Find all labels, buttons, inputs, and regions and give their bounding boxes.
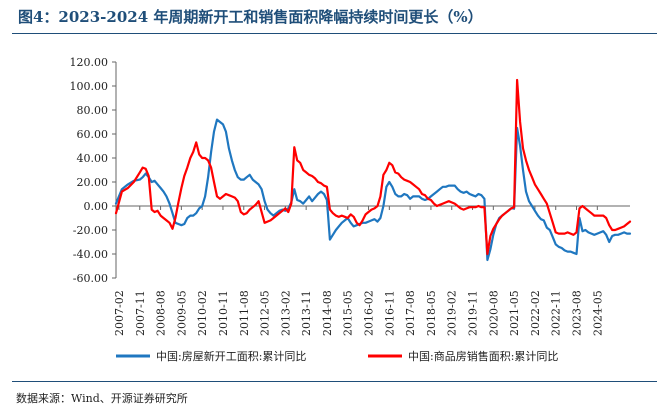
chart-title: 图4：2023-2024 年周期新开工和销售面积降幅持续时间更长（%） bbox=[18, 8, 483, 26]
y-tick-label: -20.00 bbox=[73, 224, 108, 237]
x-tick-label: 2016-11 bbox=[383, 290, 396, 336]
y-axis: 120.00 100.00 80.00 60.00 40.00 20.00 0.00 -20.… bbox=[70, 56, 117, 285]
y-tick-label: -60.00 bbox=[73, 272, 108, 285]
y-tick-label: 100.00 bbox=[70, 80, 109, 93]
x-tick-label: 2013-11 bbox=[300, 290, 313, 336]
y-tick-label: 120.00 bbox=[70, 56, 109, 69]
legend: 中国:房屋新开工面积:累计同比 中国:商品房销售面积:累计同比 bbox=[116, 349, 558, 363]
x-tick-label: 2007-11 bbox=[134, 290, 147, 336]
source-note: 数据来源：Wind、开源证券研究所 bbox=[16, 392, 188, 405]
x-tick-label: 2021-05 bbox=[508, 290, 521, 336]
x-tick-label: 2007-02 bbox=[113, 290, 126, 336]
y-tick-label: 0.00 bbox=[84, 200, 109, 213]
x-tick-label: 2024-05 bbox=[591, 290, 604, 336]
footer-divider bbox=[12, 381, 657, 382]
y-tick-label: 20.00 bbox=[77, 176, 109, 189]
y-tick-label: -40.00 bbox=[73, 248, 108, 261]
x-tick-label: 2013-02 bbox=[279, 290, 292, 336]
series-line-new-starts bbox=[114, 118, 632, 262]
legend-label-sales: 中国:商品房销售面积:累计同比 bbox=[408, 349, 558, 363]
x-tick-label: 2009-05 bbox=[175, 290, 188, 336]
legend-label-new-starts: 中国:房屋新开工面积:累计同比 bbox=[156, 349, 306, 363]
x-tick-label: 2012-05 bbox=[259, 290, 272, 336]
x-tick-label: 2015-05 bbox=[342, 290, 355, 336]
x-tick-label: 2020-08 bbox=[487, 290, 500, 336]
x-tick-label: 2008-08 bbox=[155, 290, 168, 336]
x-tick-label: 2018-05 bbox=[425, 290, 438, 336]
y-tick-label: 80.00 bbox=[77, 104, 109, 117]
x-tick-label: 2019-02 bbox=[446, 290, 459, 336]
x-tick-label: 2011-08 bbox=[238, 290, 251, 336]
y-tick-label: 40.00 bbox=[77, 152, 109, 165]
x-tick-label: 2023-08 bbox=[571, 290, 584, 336]
x-tick-label: 2016-02 bbox=[363, 290, 376, 336]
x-tick-label: 2022-11 bbox=[550, 290, 563, 336]
series-line-sales bbox=[114, 78, 632, 256]
x-tick-label: 2019-11 bbox=[467, 290, 480, 336]
x-axis: 2007-02 2007-11 2008-08 2009-05 2010-02 2010-… bbox=[113, 205, 630, 336]
x-tick-label: 2017-08 bbox=[404, 290, 417, 336]
x-tick-label: 2010-11 bbox=[217, 290, 230, 336]
title-divider bbox=[12, 33, 657, 34]
x-tick-label: 2010-02 bbox=[196, 290, 209, 336]
series-lines bbox=[114, 78, 632, 262]
y-tick-label: 60.00 bbox=[77, 128, 109, 141]
x-tick-label: 2022-02 bbox=[529, 290, 542, 336]
x-tick-label: 2014-08 bbox=[321, 290, 334, 336]
